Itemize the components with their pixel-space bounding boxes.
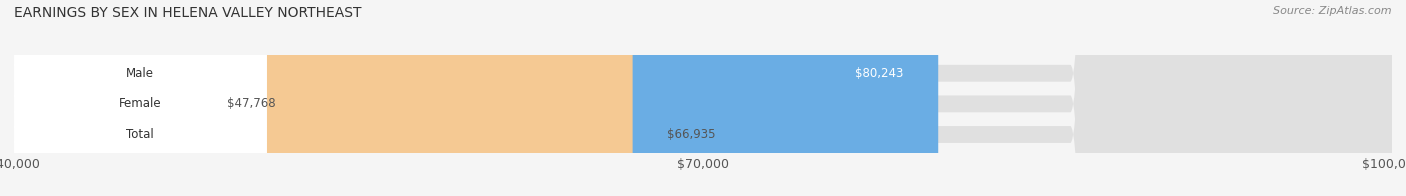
FancyBboxPatch shape [14, 0, 267, 196]
FancyBboxPatch shape [14, 0, 267, 196]
FancyBboxPatch shape [14, 0, 1392, 196]
Text: $80,243: $80,243 [855, 67, 904, 80]
FancyBboxPatch shape [14, 0, 1392, 196]
Text: Total: Total [127, 128, 155, 141]
FancyBboxPatch shape [0, 0, 336, 196]
Text: Male: Male [127, 67, 155, 80]
Text: Female: Female [120, 97, 162, 110]
Text: EARNINGS BY SEX IN HELENA VALLEY NORTHEAST: EARNINGS BY SEX IN HELENA VALLEY NORTHEA… [14, 6, 361, 20]
FancyBboxPatch shape [14, 0, 633, 196]
FancyBboxPatch shape [14, 0, 267, 196]
FancyBboxPatch shape [14, 0, 938, 196]
Text: $66,935: $66,935 [666, 128, 716, 141]
Text: Source: ZipAtlas.com: Source: ZipAtlas.com [1274, 6, 1392, 16]
Text: $47,768: $47,768 [226, 97, 276, 110]
FancyBboxPatch shape [14, 0, 1392, 196]
